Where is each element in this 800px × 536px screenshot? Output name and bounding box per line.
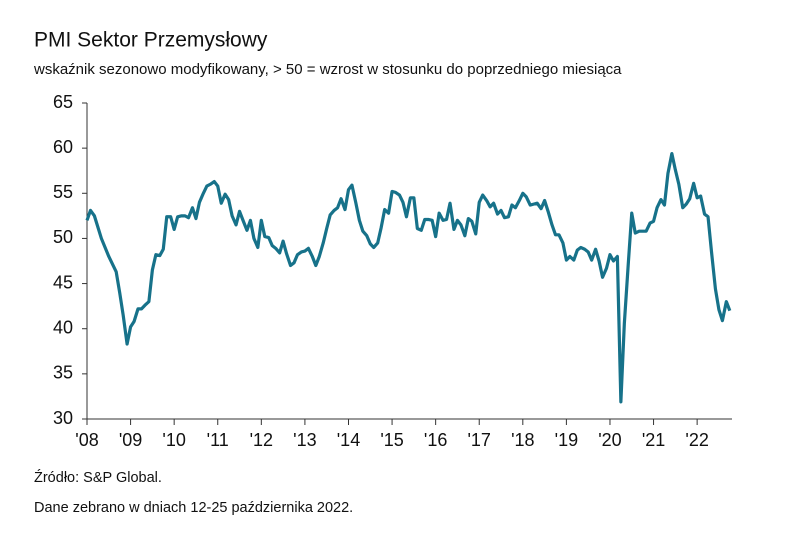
x-tick-label: '21 — [642, 430, 665, 450]
x-tick-label: '11 — [207, 430, 229, 450]
x-tick-label: '12 — [250, 430, 273, 450]
x-tick-label: '14 — [337, 430, 360, 450]
x-tick-label: '20 — [598, 430, 621, 450]
x-tick-label: '08 — [75, 430, 98, 450]
x-tick-label: '22 — [685, 430, 708, 450]
source: Źródło: S&P Global. — [34, 469, 162, 486]
series-line — [85, 151, 732, 404]
x-tick-label: '15 — [380, 430, 403, 450]
y-tick-label: 45 — [53, 272, 73, 292]
x-tick-label: '16 — [424, 430, 447, 450]
x-tick-label: '17 — [467, 430, 490, 450]
y-tick-label: 40 — [53, 317, 73, 337]
y-tick-label: 60 — [53, 137, 73, 157]
chart-subtitle: wskaźnik sezonowo modyfikowany, > 50 = w… — [33, 61, 622, 78]
x-tick-label: '18 — [511, 430, 534, 450]
y-tick-label: 55 — [53, 182, 73, 202]
x-tick-label: '13 — [293, 430, 316, 450]
note: Dane zebrano w dniach 12-25 października… — [34, 500, 353, 516]
y-tick-label: 35 — [53, 363, 73, 383]
chart-title: PMI Sektor Przemysłowy — [34, 29, 268, 52]
y-tick-label: 30 — [53, 408, 73, 428]
x-tick-label: '09 — [119, 430, 142, 450]
y-tick-label: 50 — [53, 227, 73, 247]
x-tick-label: '19 — [555, 430, 578, 450]
x-tick-label: '10 — [162, 430, 185, 450]
y-tick-label: 65 — [53, 92, 73, 112]
